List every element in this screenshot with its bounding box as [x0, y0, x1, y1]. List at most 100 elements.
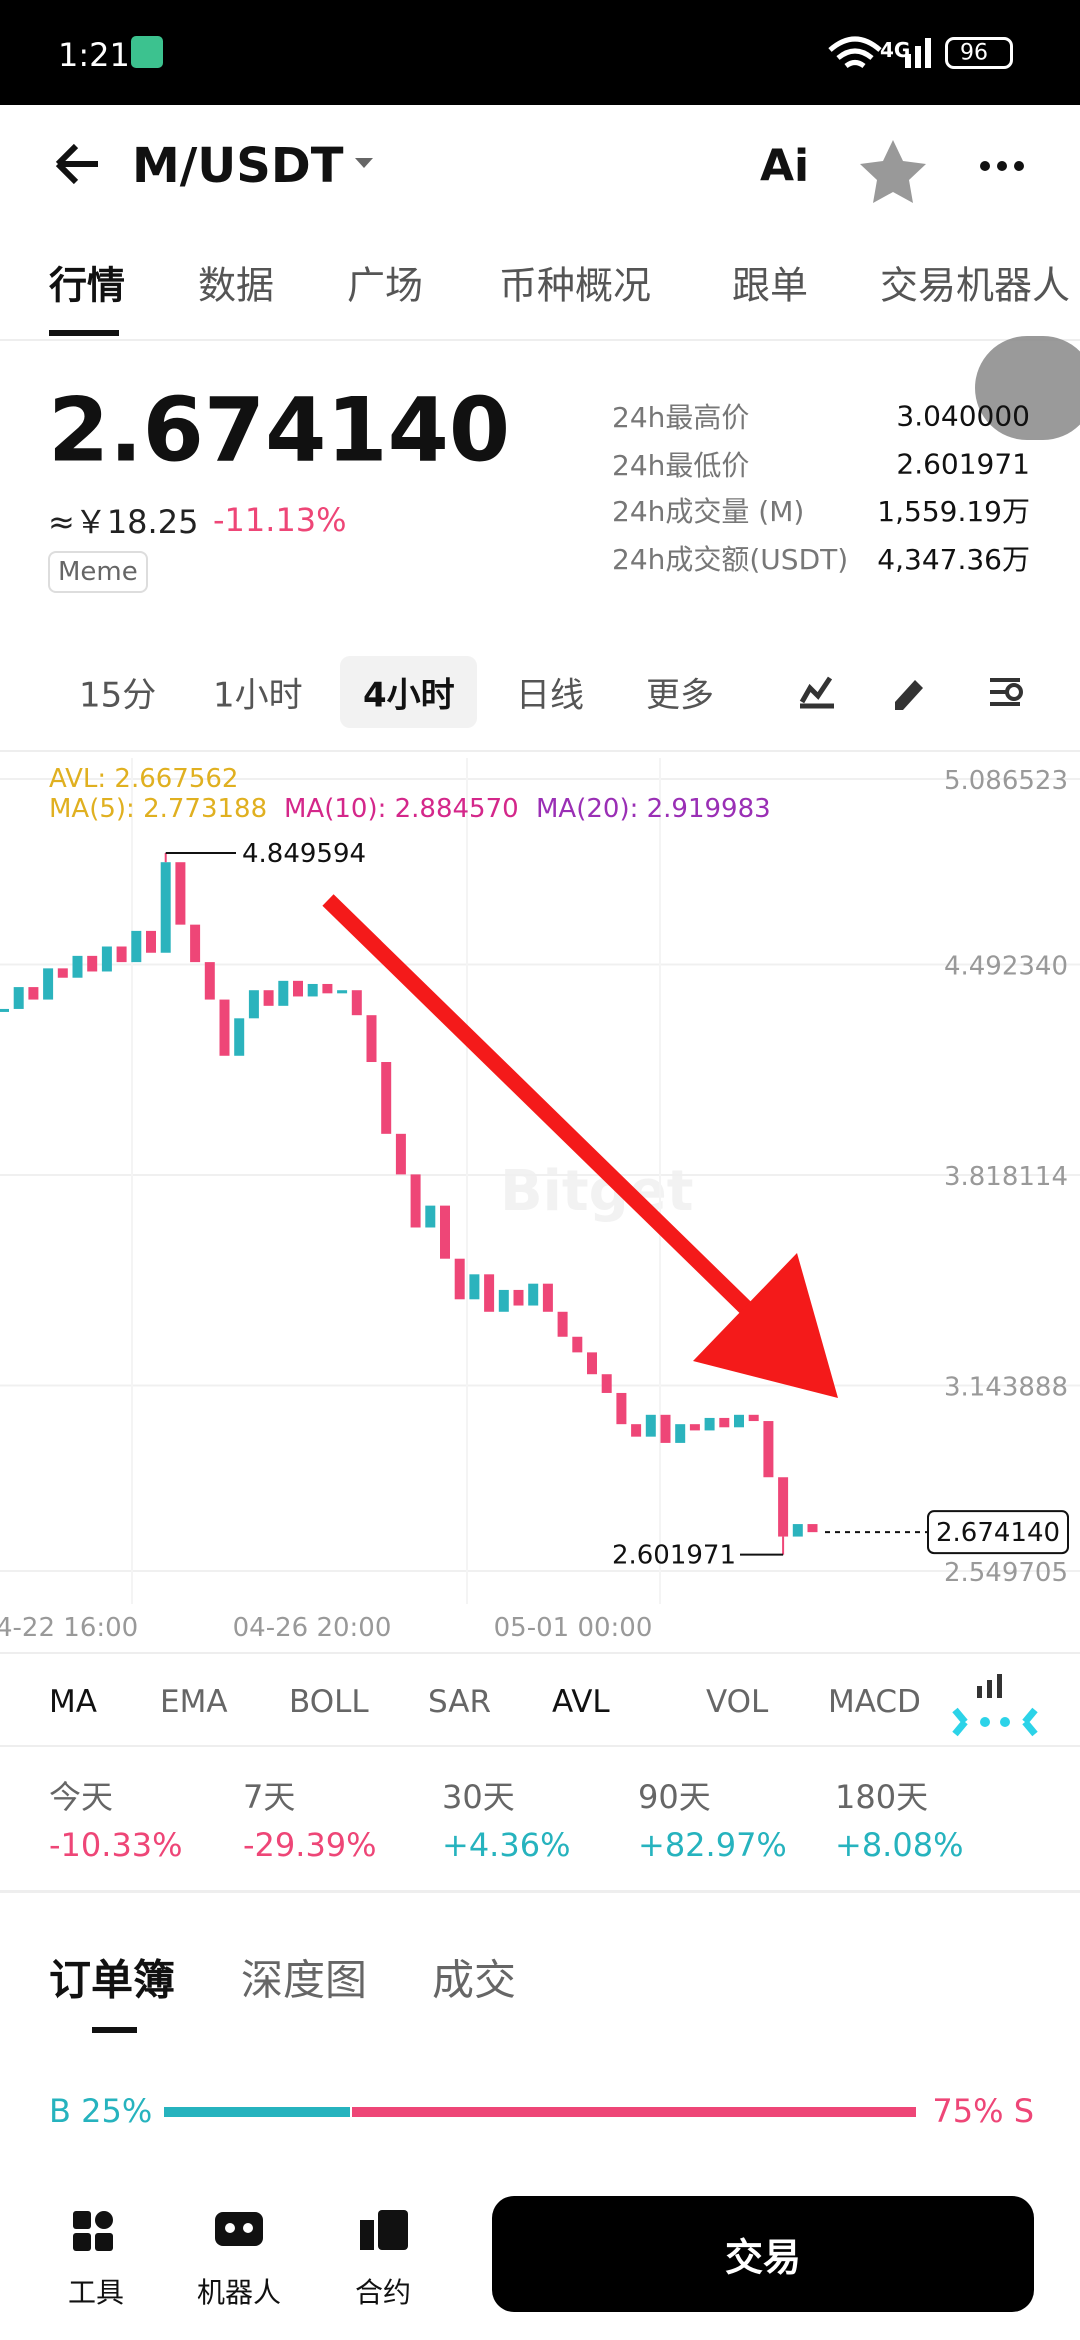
x-tick-label: 05-01 00:00 [493, 1613, 653, 1643]
battery-frame [945, 37, 1013, 69]
stat-label: 24h成交量 (M) [612, 495, 805, 528]
candle [366, 1015, 377, 1063]
stat-label: 24h成交额(USDT) [612, 543, 849, 576]
high-label: 4.849594 [242, 839, 366, 869]
indicator-tab[interactable]: BOLL [289, 1684, 369, 1720]
candle [587, 1352, 597, 1375]
candle [116, 946, 127, 963]
divider [0, 1652, 1080, 1654]
candle [131, 930, 142, 963]
candle [190, 924, 201, 963]
orderbook-tab[interactable]: 成交 [432, 1955, 517, 2005]
period-change: -29.39% [243, 1826, 377, 1864]
candle [87, 955, 98, 972]
candle [57, 968, 68, 978]
divider [0, 1745, 1080, 1747]
ma20-label: MA(20): 2.919983 [536, 794, 771, 824]
divider [0, 339, 1080, 341]
tab[interactable]: 交易机器人 [880, 263, 1071, 308]
tab[interactable]: 数据 [198, 263, 275, 308]
orderbook-tab[interactable]: 订单簿 [49, 1955, 176, 2005]
candle [160, 862, 171, 953]
trade-button[interactable] [492, 2196, 1034, 2312]
y-tick-label: 4.492340 [944, 952, 1068, 982]
stat-label: 24h最低价 [612, 449, 750, 482]
candle [513, 1289, 524, 1306]
candle [307, 983, 318, 997]
candle [704, 1417, 715, 1431]
candle [572, 1336, 583, 1353]
trend-arrow [322, 894, 838, 1398]
candle [469, 1274, 480, 1300]
candle [293, 980, 303, 997]
ratio-bar [164, 2107, 916, 2117]
tab[interactable]: 广场 [347, 263, 424, 308]
candle [263, 990, 274, 1006]
y-tick-label: 2.549705 [944, 1558, 1068, 1588]
period-label: 今天 [49, 1778, 114, 1816]
candle [72, 955, 83, 978]
period-change: +82.97% [638, 1826, 787, 1864]
interval[interactable]: 更多 [646, 675, 714, 716]
pair-title[interactable]: M/USDT [132, 138, 344, 194]
candle [13, 987, 24, 1009]
period-label: 90天 [638, 1778, 711, 1816]
candle [484, 1274, 495, 1312]
sell-ratio-label: 75% S [932, 2092, 1034, 2130]
candle [763, 1421, 774, 1478]
candle [689, 1424, 700, 1431]
interval[interactable]: 日线 [516, 675, 584, 716]
nav-item[interactable]: 机器人 [196, 2276, 282, 2309]
network-label: 4G [880, 38, 911, 62]
candle [337, 990, 348, 994]
candle [234, 1018, 245, 1056]
last-price: 2.674140 [48, 378, 511, 482]
stat-value: 2.601971 [896, 447, 1030, 481]
indicator-tab[interactable]: VOL [706, 1684, 769, 1720]
battery-level: 96 [960, 40, 988, 66]
indicator-tab[interactable]: AVL [552, 1684, 610, 1720]
indicator-tab[interactable]: MACD [828, 1684, 921, 1720]
candle [278, 980, 289, 1006]
stat-value: 4,347.36万 [877, 543, 1030, 576]
candle [601, 1374, 612, 1393]
nav-item[interactable]: 工具 [67, 2276, 125, 2309]
orderbook-tab[interactable]: 深度图 [241, 1955, 368, 2005]
candle [778, 1477, 789, 1537]
period-change: +4.36% [442, 1826, 571, 1864]
candle [219, 999, 230, 1056]
ai-button[interactable]: Ai [760, 140, 810, 192]
candle [146, 930, 156, 953]
float-button[interactable] [975, 336, 1080, 440]
period-label: 7天 [243, 1778, 296, 1816]
price-change: -11.13% [213, 501, 347, 539]
avl-label: AVL: 2.667562 [49, 764, 239, 794]
indicator-tab[interactable]: MA [49, 1684, 97, 1720]
candle [101, 946, 112, 972]
trade-button-label: 交易 [724, 2235, 802, 2280]
y-tick-label: 5.086523 [944, 766, 1068, 796]
bottom-icons [73, 2210, 408, 2251]
indicator-tab[interactable]: EMA [160, 1684, 228, 1720]
interval[interactable]: 15分 [79, 675, 157, 716]
interval[interactable]: 1小时 [213, 675, 303, 716]
cny-price: ≈￥18.25 [48, 503, 199, 541]
indicator-tab[interactable]: SAR [428, 1684, 491, 1720]
nav-item[interactable]: 合约 [354, 2276, 412, 2309]
tag[interactable]: Meme [48, 551, 148, 593]
tab[interactable]: 行情 [49, 263, 126, 308]
low-label: 2.601971 [612, 1541, 736, 1571]
tab[interactable]: 币种概况 [499, 263, 652, 308]
divider [0, 1890, 1080, 1893]
period-label: 180天 [835, 1778, 929, 1816]
candle [175, 862, 186, 925]
candle [719, 1417, 730, 1428]
candle [410, 1174, 421, 1228]
interval[interactable]: 4小时 [363, 675, 455, 716]
candle [807, 1524, 818, 1533]
candle [748, 1414, 759, 1422]
candle [395, 1133, 406, 1175]
ma10-label: MA(10): 2.884570 [284, 794, 519, 824]
tab[interactable]: 跟单 [732, 263, 809, 308]
period-label: 30天 [442, 1778, 515, 1816]
